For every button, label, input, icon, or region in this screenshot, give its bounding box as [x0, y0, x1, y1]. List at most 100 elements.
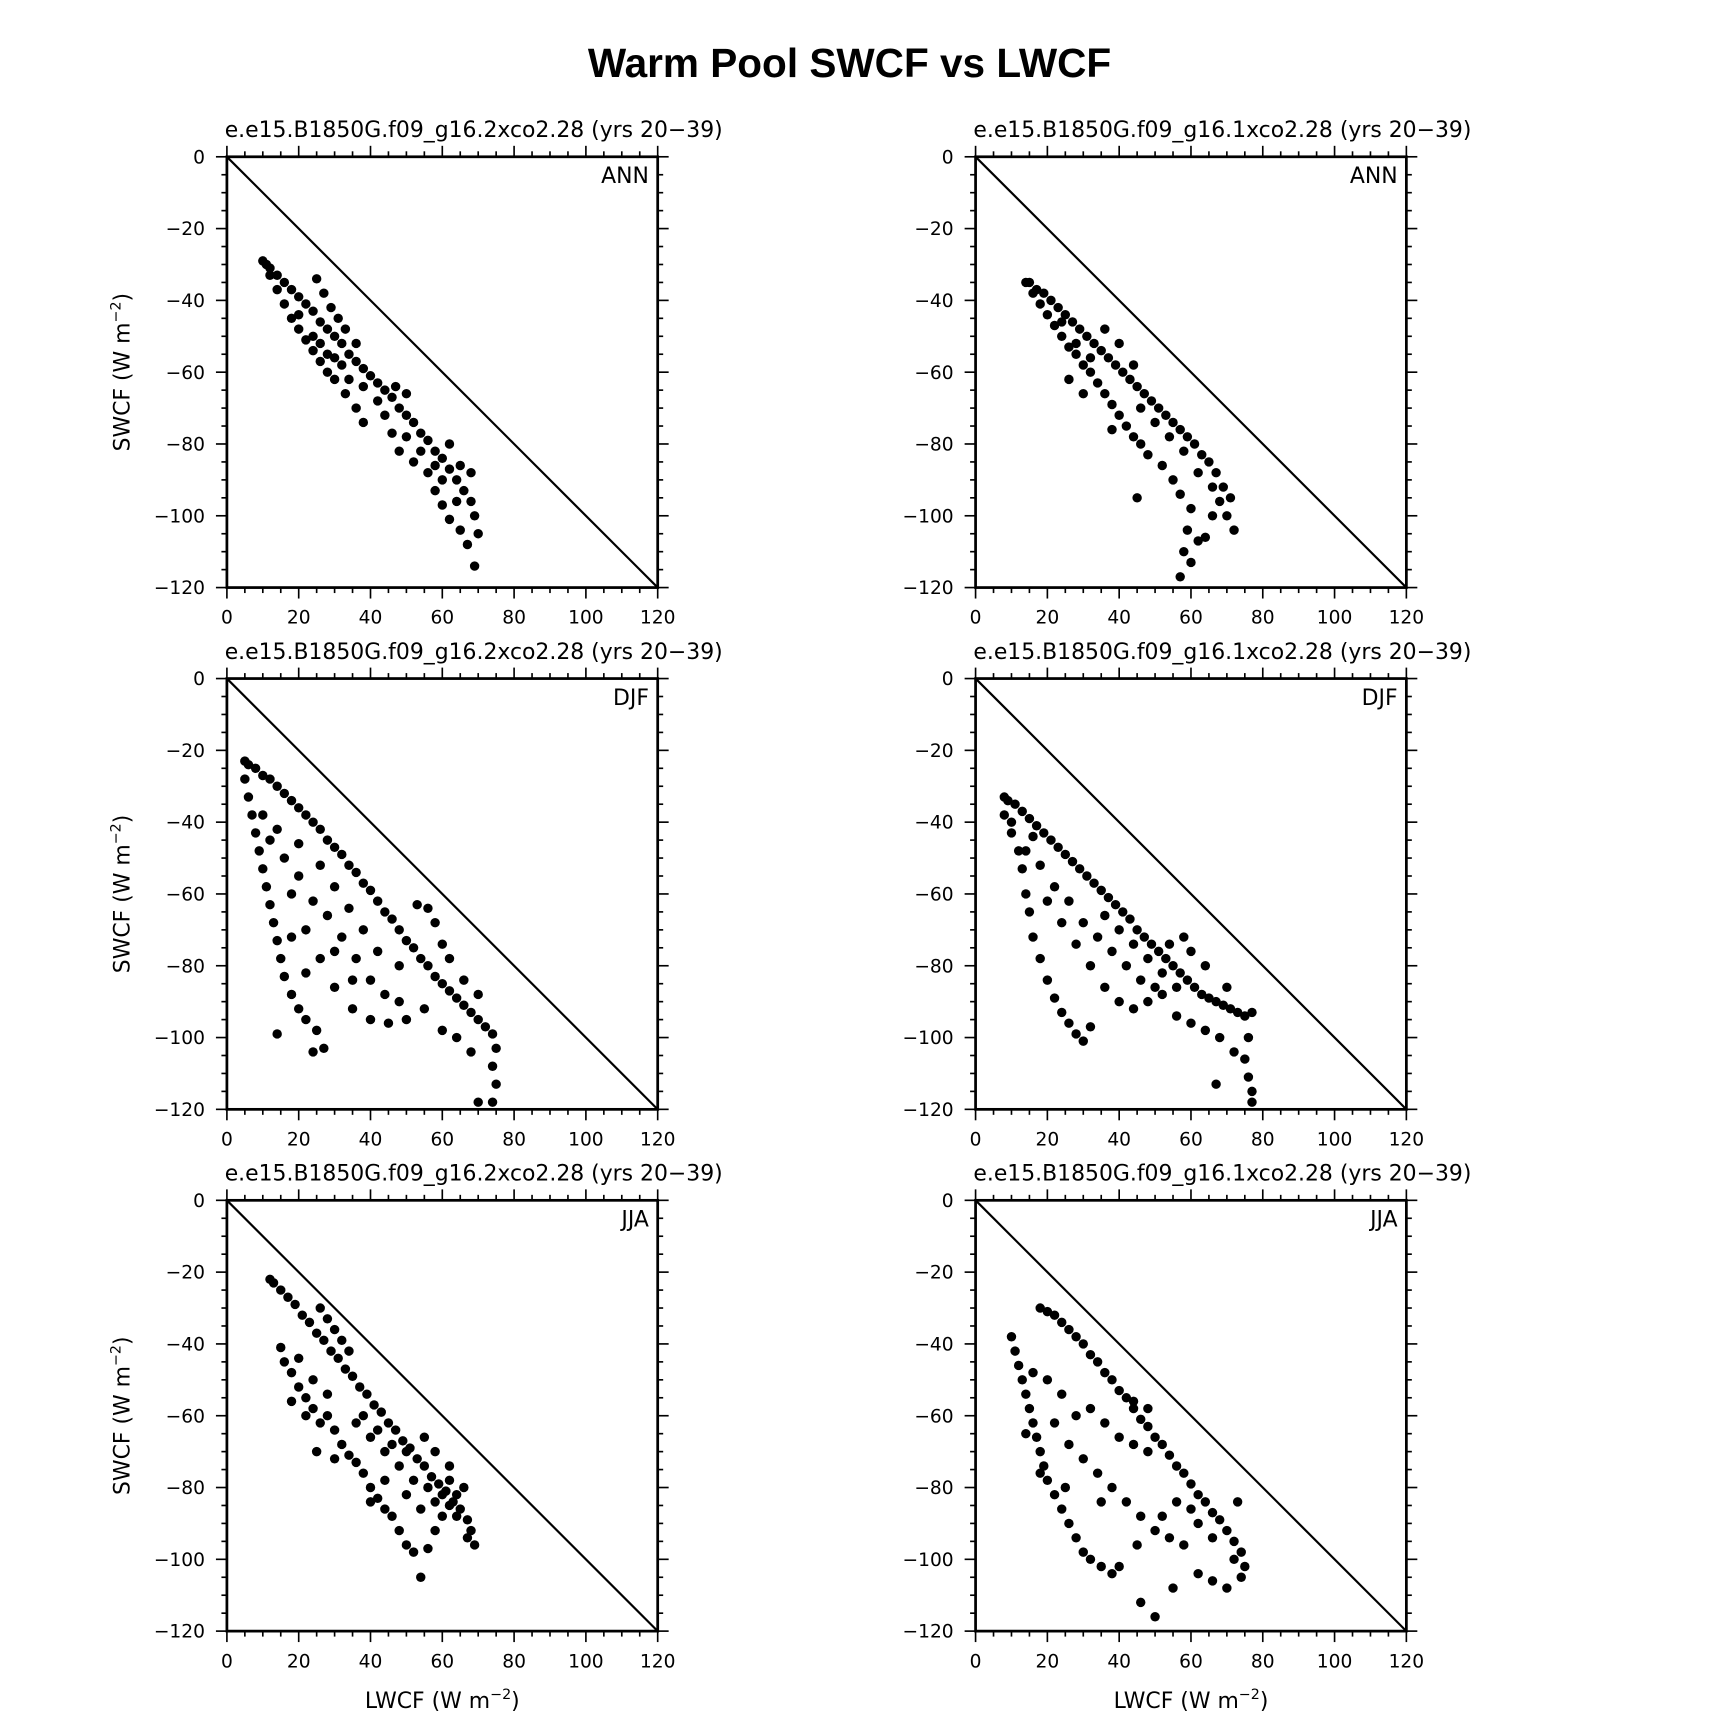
- data-point: [1067, 317, 1078, 327]
- data-point: [1168, 475, 1178, 485]
- x-tick-label: 40: [1107, 1651, 1131, 1672]
- data-point: [326, 1346, 336, 1356]
- data-point: [1204, 993, 1214, 1003]
- y-tick-label: −40: [914, 291, 953, 312]
- x-tick-label: 60: [430, 1651, 454, 1672]
- data-point: [1100, 324, 1110, 334]
- data-point: [1186, 1479, 1196, 1489]
- data-point: [286, 932, 297, 942]
- scatter-points: [240, 756, 501, 1107]
- data-point: [279, 853, 290, 863]
- x-tick-label: 20: [1036, 1130, 1060, 1151]
- reference-line: [974, 677, 1408, 1111]
- data-point: [1186, 1018, 1196, 1028]
- data-point: [1078, 1454, 1088, 1464]
- data-point: [1240, 1011, 1250, 1021]
- data-point: [394, 925, 404, 935]
- data-point: [329, 946, 340, 957]
- y-tick-label: −60: [914, 363, 953, 384]
- y-axis-label: SWCF (W m−2): [109, 293, 136, 452]
- data-point: [401, 1446, 412, 1457]
- data-point: [1017, 864, 1027, 874]
- data-point: [380, 385, 390, 395]
- data-point: [451, 1489, 462, 1500]
- data-point: [365, 975, 376, 985]
- data-point: [254, 846, 264, 856]
- data-point: [308, 896, 318, 906]
- data-point: [1021, 846, 1031, 856]
- data-point: [308, 1047, 318, 1057]
- data-point: [430, 485, 440, 496]
- data-point: [1057, 1317, 1067, 1328]
- data-point: [430, 446, 440, 456]
- panel-case-title: e.e15.B1850G.f09_g16.2xco2.28 (yrs 20−39…: [225, 118, 723, 143]
- data-point: [1103, 353, 1114, 363]
- data-point: [1064, 1018, 1074, 1028]
- data-point: [1060, 310, 1071, 320]
- data-point: [1114, 996, 1124, 1007]
- data-point: [1211, 467, 1221, 478]
- axis-ticks: [215, 667, 669, 1121]
- y-tick-label: −100: [154, 1028, 205, 1049]
- y-tick-label: 0: [193, 1191, 205, 1212]
- data-point: [387, 428, 397, 438]
- data-point: [258, 864, 268, 874]
- data-point: [1139, 389, 1150, 399]
- data-point: [304, 1317, 315, 1328]
- data-point: [1197, 989, 1207, 1000]
- y-tick-label: −80: [914, 435, 953, 456]
- data-point: [315, 824, 325, 835]
- x-tick-label: 80: [502, 608, 526, 629]
- data-point: [362, 1389, 372, 1399]
- data-point: [1222, 511, 1232, 521]
- data-point: [319, 1335, 329, 1346]
- data-point: [1107, 399, 1117, 410]
- data-point: [383, 1018, 394, 1028]
- reference-line: [226, 156, 659, 589]
- data-point: [1078, 1547, 1088, 1557]
- data-point: [329, 1324, 340, 1335]
- data-point: [473, 1097, 483, 1107]
- data-point: [1189, 982, 1200, 993]
- data-point: [1214, 496, 1225, 507]
- data-point: [301, 1411, 311, 1421]
- data-point: [311, 1446, 322, 1457]
- data-point: [423, 467, 433, 478]
- data-point: [462, 1515, 473, 1525]
- data-point: [250, 828, 261, 838]
- panel-case-title: e.e15.B1850G.f09_g16.1xco2.28 (yrs 20−39…: [973, 640, 1471, 665]
- x-tick-label: 100: [1317, 608, 1353, 629]
- panel-ann-2xco2: e.e15.B1850G.f09_g16.2xco2.28 (yrs 20−39…: [109, 118, 723, 629]
- y-tick-label: 0: [193, 147, 205, 168]
- data-point: [1143, 996, 1153, 1007]
- data-point: [301, 925, 311, 935]
- data-point: [1146, 396, 1157, 406]
- data-point: [1114, 1385, 1124, 1396]
- data-point: [1100, 982, 1110, 993]
- data-point: [451, 475, 462, 485]
- x-tick-label: 0: [970, 1651, 982, 1672]
- data-point: [437, 1489, 448, 1500]
- data-point: [1071, 1332, 1081, 1342]
- data-point: [1042, 975, 1053, 985]
- data-point: [1003, 795, 1013, 806]
- data-point: [1042, 1306, 1053, 1317]
- data-point: [1157, 968, 1167, 978]
- data-point: [329, 374, 340, 385]
- data-point: [351, 867, 361, 878]
- panel-case-title: e.e15.B1850G.f09_g16.1xco2.28 (yrs 20−39…: [973, 118, 1471, 143]
- data-point: [1240, 1561, 1250, 1572]
- data-point: [1078, 1036, 1088, 1046]
- data-point: [276, 953, 286, 964]
- data-point: [1057, 917, 1067, 928]
- x-tick-label: 120: [1389, 1651, 1425, 1672]
- data-point: [1168, 417, 1178, 428]
- data-point: [394, 996, 404, 1007]
- data-point: [272, 284, 282, 295]
- data-point: [293, 292, 304, 302]
- data-point: [315, 1418, 325, 1428]
- axis-ticks: [964, 667, 1418, 1121]
- data-point: [1035, 953, 1045, 964]
- data-point: [1179, 546, 1189, 557]
